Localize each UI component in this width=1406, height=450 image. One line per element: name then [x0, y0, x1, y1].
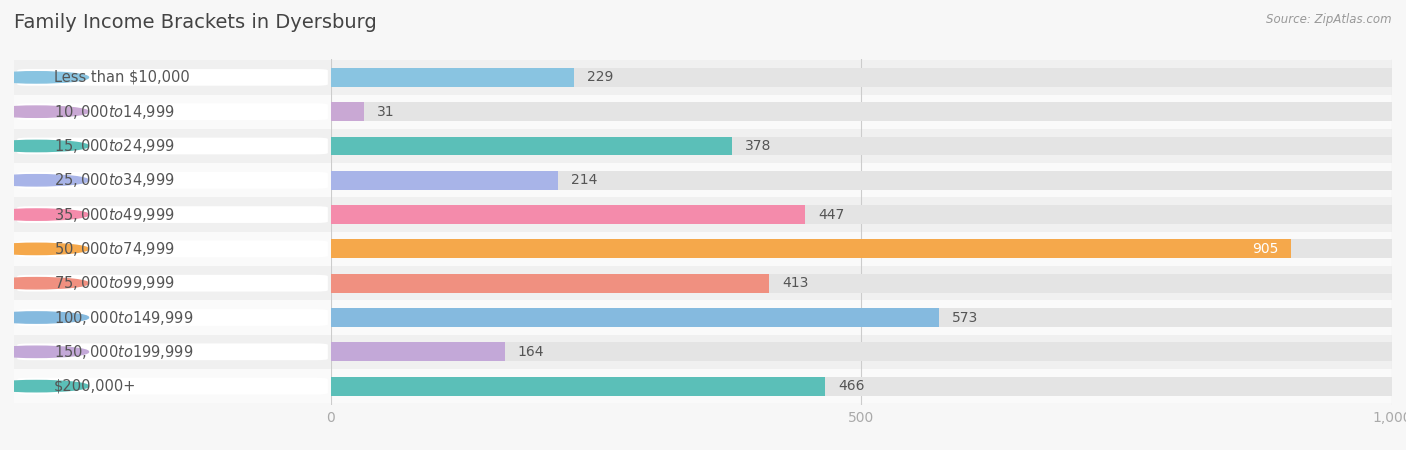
Text: 413: 413: [782, 276, 808, 290]
Circle shape: [0, 209, 89, 220]
Bar: [330, 171, 558, 190]
Bar: [14, 335, 330, 369]
Circle shape: [0, 72, 89, 83]
Text: Family Income Brackets in Dyersburg: Family Income Brackets in Dyersburg: [14, 14, 377, 32]
Text: 573: 573: [952, 310, 979, 324]
Bar: [330, 102, 1392, 121]
Bar: [330, 342, 1392, 361]
Circle shape: [0, 278, 89, 289]
Bar: [330, 239, 1291, 258]
FancyBboxPatch shape: [17, 172, 328, 189]
Circle shape: [0, 312, 89, 323]
FancyBboxPatch shape: [17, 309, 328, 326]
FancyBboxPatch shape: [17, 104, 328, 120]
Bar: [330, 308, 939, 327]
FancyBboxPatch shape: [17, 69, 328, 86]
Bar: [330, 274, 769, 292]
Bar: [330, 239, 1392, 258]
Bar: [330, 68, 1392, 87]
Bar: [330, 335, 1392, 369]
FancyBboxPatch shape: [17, 206, 328, 223]
Bar: [330, 198, 1392, 232]
Circle shape: [0, 106, 89, 117]
Text: $25,000 to $34,999: $25,000 to $34,999: [53, 171, 174, 189]
Circle shape: [0, 380, 89, 392]
FancyBboxPatch shape: [17, 343, 328, 360]
Bar: [14, 129, 330, 163]
Bar: [330, 300, 1392, 335]
Bar: [14, 300, 330, 335]
FancyBboxPatch shape: [17, 138, 328, 154]
Text: $50,000 to $74,999: $50,000 to $74,999: [53, 240, 174, 258]
Bar: [330, 308, 1392, 327]
Text: $35,000 to $49,999: $35,000 to $49,999: [53, 206, 174, 224]
Bar: [14, 232, 330, 266]
Text: 466: 466: [838, 379, 865, 393]
Bar: [14, 94, 330, 129]
Bar: [330, 342, 505, 361]
Bar: [14, 266, 330, 300]
Bar: [330, 163, 1392, 198]
Bar: [330, 94, 1392, 129]
Bar: [330, 136, 733, 155]
Bar: [14, 198, 330, 232]
Bar: [330, 377, 1392, 396]
Text: 214: 214: [571, 173, 598, 187]
Circle shape: [0, 140, 89, 152]
Circle shape: [0, 346, 89, 357]
FancyBboxPatch shape: [17, 275, 328, 292]
Bar: [330, 266, 1392, 300]
Text: 164: 164: [517, 345, 544, 359]
Bar: [330, 205, 1392, 224]
Bar: [14, 163, 330, 198]
Bar: [330, 274, 1392, 292]
Bar: [330, 60, 1392, 94]
Text: 31: 31: [377, 105, 394, 119]
Bar: [330, 205, 806, 224]
Text: 905: 905: [1251, 242, 1278, 256]
Text: $75,000 to $99,999: $75,000 to $99,999: [53, 274, 174, 292]
Text: 229: 229: [586, 70, 613, 84]
Text: 447: 447: [818, 207, 844, 221]
FancyBboxPatch shape: [17, 241, 328, 257]
Text: Source: ZipAtlas.com: Source: ZipAtlas.com: [1267, 14, 1392, 27]
FancyBboxPatch shape: [17, 378, 328, 395]
Bar: [330, 68, 574, 87]
Text: $15,000 to $24,999: $15,000 to $24,999: [53, 137, 174, 155]
Bar: [330, 369, 1392, 403]
Bar: [330, 129, 1392, 163]
Text: 378: 378: [745, 139, 770, 153]
Text: $100,000 to $149,999: $100,000 to $149,999: [53, 309, 193, 327]
Bar: [330, 102, 364, 121]
Text: $150,000 to $199,999: $150,000 to $199,999: [53, 343, 193, 361]
Bar: [330, 232, 1392, 266]
Bar: [330, 377, 825, 396]
Text: $10,000 to $14,999: $10,000 to $14,999: [53, 103, 174, 121]
Text: $200,000+: $200,000+: [53, 378, 136, 394]
Bar: [14, 369, 330, 403]
Circle shape: [0, 243, 89, 255]
Bar: [14, 60, 330, 94]
Circle shape: [0, 175, 89, 186]
Bar: [330, 136, 1392, 155]
Bar: [330, 171, 1392, 190]
Text: Less than $10,000: Less than $10,000: [53, 70, 190, 85]
